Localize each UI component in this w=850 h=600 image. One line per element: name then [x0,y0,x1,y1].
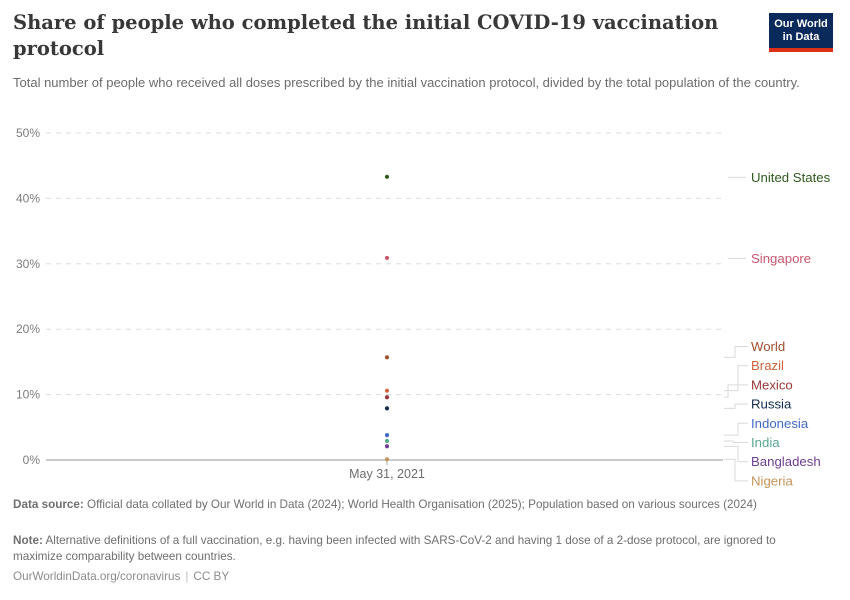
data-point-nigeria[interactable] [384,457,390,462]
license-line: OurWorldinData.org/coronavirus | CC BY [13,569,813,585]
label-connector-line [724,346,748,358]
owid-url-link[interactable]: OurWorldinData.org/coronavirus [13,570,181,583]
y-axis-tick-label: 50% [16,126,40,140]
data-source-label: Data source: [13,498,84,511]
data-point-mexico[interactable] [384,395,390,400]
y-axis-tick-label: 10% [16,388,40,402]
license-text: CC BY [193,570,230,583]
y-axis-tick-label: 30% [16,257,40,271]
data-point-brazil[interactable] [384,388,390,393]
label-connector-line [724,365,748,392]
note-label: Note: [13,534,43,547]
data-point-world[interactable] [384,355,390,360]
license-divider: | [185,570,189,583]
entity-label-bangladesh[interactable]: Bangladesh [751,454,821,469]
y-axis-tick-label: 0% [23,453,41,467]
y-axis-tick-label: 20% [16,322,40,336]
entity-label-mexico[interactable]: Mexico [751,377,793,392]
page-title: Share of people who completed the initia… [13,11,719,60]
owid-logo[interactable]: Our World in Data [769,13,833,52]
data-point-bangladesh[interactable] [384,444,390,449]
data-point-russia[interactable] [384,406,390,411]
note-text: Alternative definitions of a full vaccin… [13,534,776,563]
label-connector-line [724,384,748,398]
label-connector-line [724,403,748,409]
entity-label-nigeria[interactable]: Nigeria [751,473,793,488]
label-connector-line [724,458,748,482]
data-point-indonesia[interactable] [384,433,390,438]
entity-label-russia[interactable]: Russia [751,397,792,412]
entity-label-singapore[interactable]: Singapore [751,251,811,266]
chart-subtitle: Total number of people who received all … [13,75,800,90]
data-point-united-states[interactable] [384,174,390,179]
data-source-text: Official data collated by Our World in D… [83,498,757,511]
x-axis-tick-label: May 31, 2021 [349,467,425,481]
data-source-line: Data source: Official data collated by O… [13,497,813,513]
owid-logo-line1: Our World [774,18,828,30]
entity-label-brazil[interactable]: Brazil [751,358,784,373]
y-axis-tick-label: 40% [16,191,40,205]
data-point-singapore[interactable] [384,255,390,261]
label-connector-line [724,422,748,436]
label-connector-line [724,440,748,443]
note-line: Note: Alternative definitions of a full … [13,533,813,564]
data-point-india[interactable] [384,438,390,444]
entity-label-india[interactable]: India [751,435,780,450]
entity-label-world[interactable]: World [751,339,785,354]
entity-label-indonesia[interactable]: Indonesia [751,416,809,431]
owid-logo-line2: in Data [782,31,820,43]
label-connector-line [724,445,748,463]
entity-label-united-states[interactable]: United States [751,170,831,185]
